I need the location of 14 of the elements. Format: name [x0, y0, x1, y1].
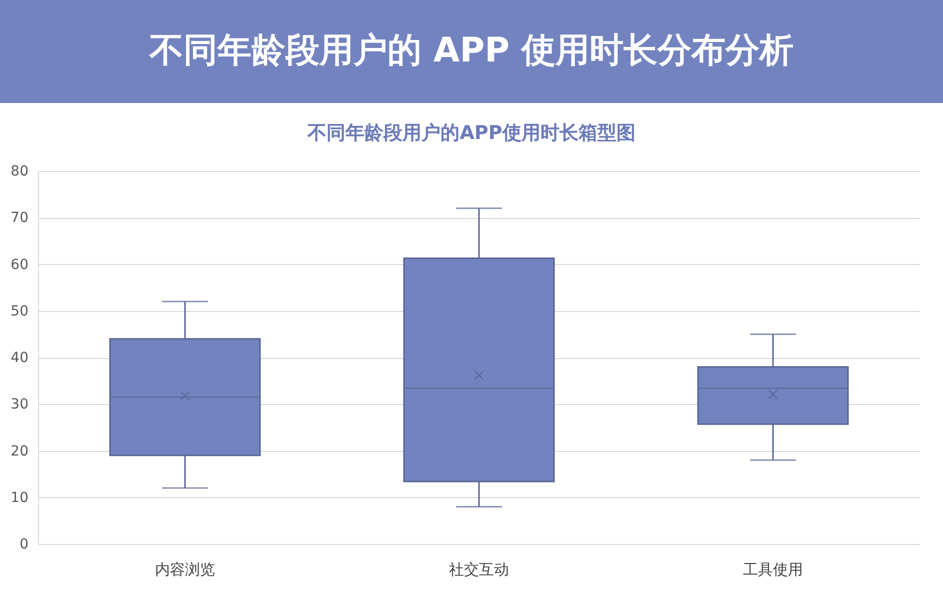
y-tick-label: 50: [10, 303, 28, 320]
y-tick-label: 10: [10, 490, 28, 506]
y-tick-label: 70: [10, 210, 28, 226]
y-tick-label: 40: [10, 350, 28, 366]
x-tick-label: 内容浏览: [155, 560, 215, 578]
x-tick-label: 社交互动: [449, 560, 509, 578]
y-tick-label: 80: [10, 164, 28, 180]
y-tick-label: 0: [20, 536, 28, 552]
y-tick-label: 60: [10, 256, 28, 273]
x-tick-label: 工具使用: [743, 560, 803, 578]
y-tick-label: 30: [10, 396, 28, 413]
y-tick-label: 20: [10, 443, 28, 460]
chart-title: 不同年龄段用户的 APP 使用时长分布分析: [148, 30, 794, 70]
chart-subtitle: 不同年龄段用户的APP使用时长箱型图: [306, 122, 636, 144]
